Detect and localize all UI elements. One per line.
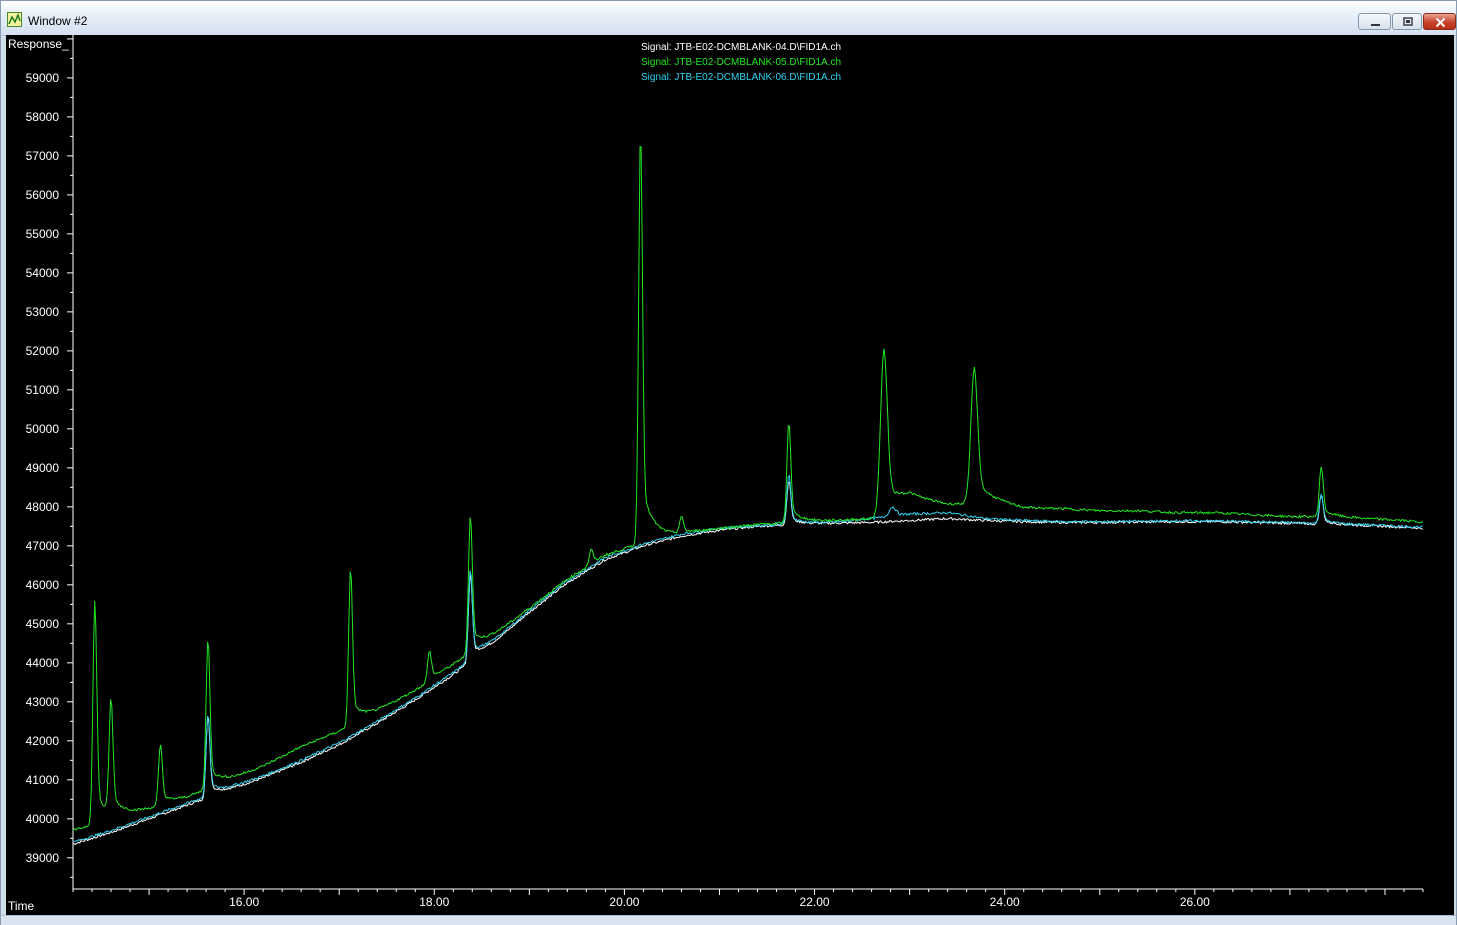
minimize-icon [1359, 14, 1392, 31]
y-tick-label: 53000 [26, 305, 60, 319]
x-tick-label: 24.00 [990, 895, 1020, 909]
x-tick-label: 18.00 [419, 895, 449, 909]
y-axis-ticks: 39000 40000 41000 42000 43000 44000 45000 46000… [26, 39, 73, 877]
y-tick-label: 49000 [26, 461, 60, 475]
y-tick-label: 45000 [26, 617, 60, 631]
y-tick-label: 40000 [26, 812, 60, 826]
y-tick-label: 50000 [26, 422, 60, 436]
chromatogram-plot-area[interactable]: 39000 40000 41000 42000 43000 44000 45000 46000… [6, 35, 1454, 915]
legend-entry: Signal: JTB-E02-DCMBLANK-05.D\FID1A.ch [641, 57, 841, 68]
y-tick-label: 51000 [26, 383, 60, 397]
chromatogram-chart: 39000 40000 41000 42000 43000 44000 45000 46000… [6, 35, 1454, 915]
y-tick-label: 55000 [26, 227, 60, 241]
x-tick-label: 26.00 [1180, 895, 1210, 909]
y-tick-label: 44000 [26, 656, 60, 670]
y-tick-label: 54000 [26, 266, 60, 280]
close-button[interactable] [1423, 13, 1456, 30]
title-bar[interactable]: Window #2 [1, 1, 1456, 36]
series-layer [73, 147, 1423, 845]
window-bottom-border [1, 915, 1456, 925]
chart-legend: Signal: JTB-E02-DCMBLANK-04.D\FID1A.ch Si… [641, 42, 841, 83]
y-tick-label: 48000 [26, 500, 60, 514]
y-tick-label: 41000 [26, 773, 60, 787]
series-line-06 [73, 476, 1423, 842]
legend-entry: Signal: JTB-E02-DCMBLANK-04.D\FID1A.ch [641, 42, 841, 53]
series-line-04 [73, 482, 1423, 844]
y-tick-label: 43000 [26, 695, 60, 709]
chart-window-icon [7, 12, 22, 27]
y-tick-label: 56000 [26, 188, 60, 202]
close-icon [1424, 14, 1457, 31]
legend-entry: Signal: JTB-E02-DCMBLANK-06.D\FID1A.ch [641, 72, 841, 83]
y-tick-label: 46000 [26, 578, 60, 592]
series-line-05 [73, 147, 1423, 831]
x-tick-label: 22.00 [800, 895, 830, 909]
x-axis-label: Time [8, 899, 35, 913]
maximize-icon [1393, 14, 1423, 31]
y-axis-label: Response_ [8, 37, 69, 51]
y-tick-label: 47000 [26, 539, 60, 553]
restore-button[interactable] [1392, 13, 1422, 30]
x-tick-label: 20.00 [609, 895, 639, 909]
minimize-button[interactable] [1358, 13, 1391, 30]
y-tick-label: 57000 [26, 149, 60, 163]
y-tick-label: 42000 [26, 734, 60, 748]
x-tick-label: 16.00 [229, 895, 259, 909]
window-title: Window #2 [28, 14, 87, 28]
x-axis-ticks: 16.00 18.00 20.00 22.00 24.00 26.00 [73, 889, 1423, 909]
y-tick-label: 59000 [26, 71, 60, 85]
y-tick-label: 39000 [26, 851, 60, 865]
y-tick-label: 52000 [26, 344, 60, 358]
y-tick-label: 58000 [26, 110, 60, 124]
